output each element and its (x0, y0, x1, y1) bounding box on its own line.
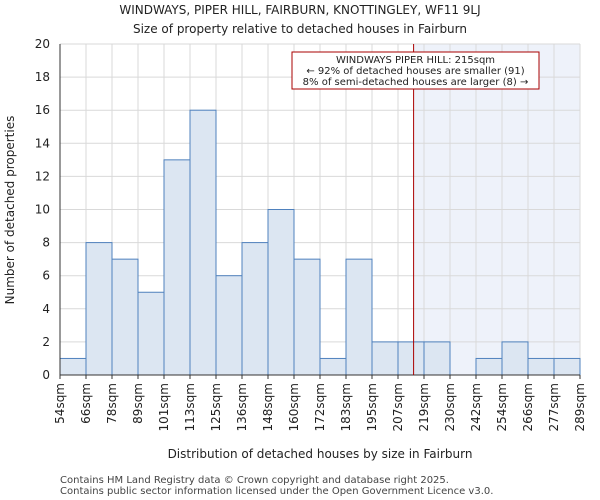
bar (293, 258, 321, 376)
bar (501, 341, 529, 376)
footer-line-1: Contains HM Land Registry data © Crown c… (60, 475, 449, 486)
x-tick-label: 148sqm (261, 383, 275, 431)
chart-subtitle: Size of property relative to detached ho… (133, 22, 467, 36)
bar (423, 341, 451, 376)
bar (319, 357, 347, 376)
y-tick-label: 16 (35, 103, 50, 117)
y-tick-label: 10 (35, 203, 50, 217)
x-tick-label: 254sqm (495, 383, 509, 431)
y-axis-label: Number of detached properties (3, 116, 17, 305)
x-tick-label: 136sqm (235, 383, 249, 431)
y-tick-label: 8 (42, 236, 50, 250)
chart-title: WINDWAYS, PIPER HILL, FAIRBURN, KNOTTING… (119, 3, 480, 17)
x-tick-label: 219sqm (417, 383, 431, 431)
bar (397, 341, 425, 376)
annotation-line: WINDWAYS PIPER HILL: 215sqm (336, 55, 495, 66)
annotation-box (291, 51, 540, 90)
y-tick-label: 18 (35, 70, 50, 84)
y-tick-label: 4 (42, 302, 50, 316)
bar (163, 159, 191, 376)
bar (111, 258, 139, 376)
x-tick-label: 195sqm (365, 383, 379, 431)
annotation-line: ← 92% of detached houses are smaller (91… (306, 66, 524, 77)
annotation-line: 8% of semi-detached houses are larger (8… (303, 77, 529, 88)
y-tick-label: 14 (35, 136, 50, 150)
x-tick-label: 266sqm (521, 383, 535, 431)
x-tick-label: 160sqm (287, 383, 301, 431)
x-tick-label: 66sqm (79, 383, 93, 424)
x-tick-label: 113sqm (183, 383, 197, 431)
x-tick-label: 172sqm (313, 383, 327, 431)
bar (85, 242, 113, 376)
bar (475, 357, 503, 376)
y-tick-label: 2 (42, 335, 50, 349)
bar (59, 357, 87, 376)
footer-line-2: Contains public sector information licen… (60, 486, 493, 497)
x-tick-label: 242sqm (469, 383, 483, 431)
x-tick-label: 277sqm (547, 383, 561, 431)
bar (241, 242, 269, 376)
bar (345, 258, 373, 376)
x-tick-label: 89sqm (131, 383, 145, 424)
x-tick-label: 230sqm (443, 383, 457, 431)
bar (215, 275, 243, 376)
y-tick-label: 12 (35, 169, 50, 183)
bar (267, 209, 295, 376)
bar (189, 109, 217, 376)
x-tick-label: 54sqm (53, 383, 67, 424)
bar (527, 357, 555, 376)
x-tick-label: 125sqm (209, 383, 223, 431)
x-tick-label: 101sqm (157, 383, 171, 431)
y-tick-label: 0 (42, 368, 50, 382)
bar (137, 291, 165, 376)
bar (371, 341, 399, 376)
x-tick-label: 207sqm (391, 383, 405, 431)
bar (553, 357, 581, 376)
x-tick-label: 78sqm (105, 383, 119, 424)
x-tick-label: 183sqm (339, 383, 353, 431)
x-tick-label: 289sqm (573, 383, 587, 431)
x-axis-label: Distribution of detached houses by size … (168, 447, 473, 461)
y-tick-label: 6 (42, 269, 50, 283)
y-tick-label: 20 (35, 37, 50, 51)
